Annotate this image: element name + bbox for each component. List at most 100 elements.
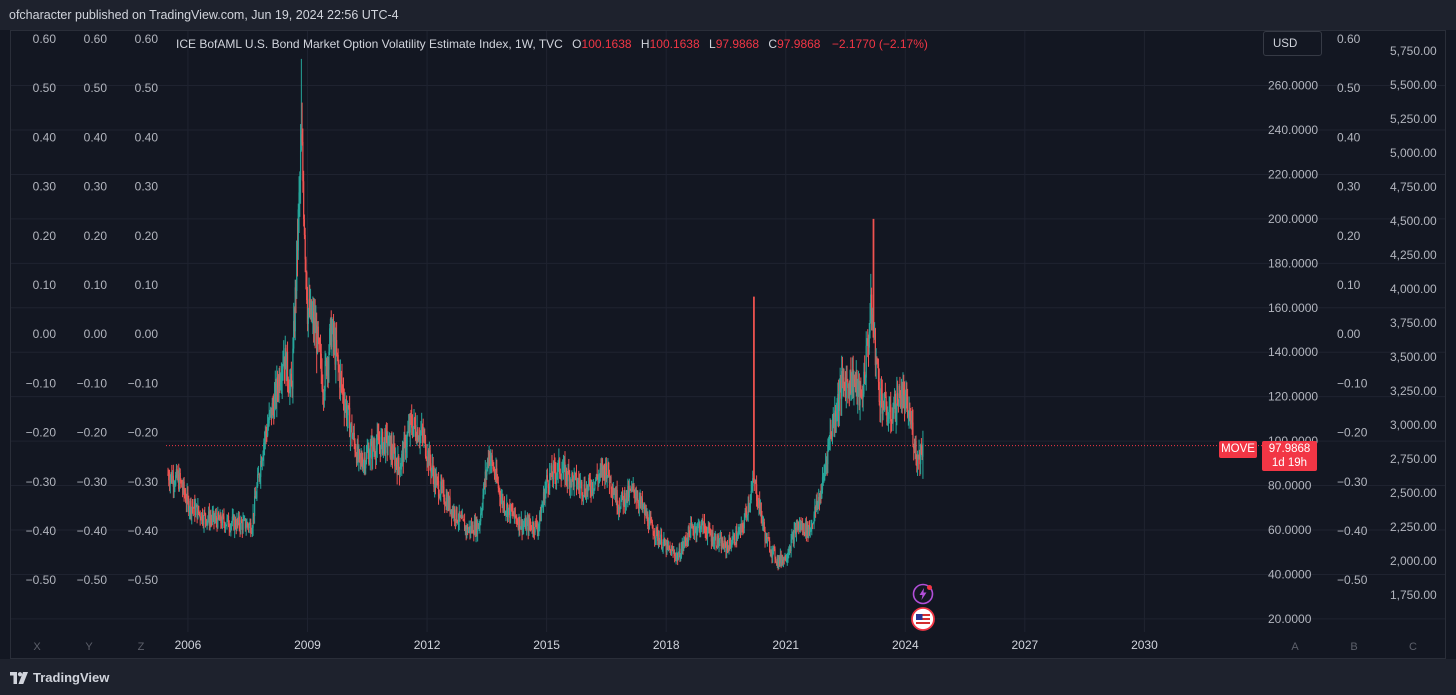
candle-body [352, 432, 355, 437]
candle-body [798, 521, 800, 529]
candle-body [686, 540, 688, 543]
candle-body [235, 526, 237, 529]
candle-body [397, 456, 399, 475]
candle-body [631, 486, 633, 491]
candle-body [175, 475, 177, 485]
candle-body [169, 477, 171, 485]
candle-body [781, 559, 783, 563]
candle-body [646, 514, 648, 518]
candle-body [687, 540, 689, 542]
tradingview-logo[interactable]: TradingView [10, 670, 109, 685]
currency-button[interactable]: USD [1263, 31, 1322, 56]
chart-frame[interactable] [10, 30, 1446, 659]
candle-body [801, 523, 804, 529]
candle-body [536, 521, 538, 528]
candle-body [199, 513, 201, 519]
candle-body [672, 549, 674, 553]
candle-body [319, 349, 322, 354]
secondary-y-tick-label-right: −0.30 [1337, 475, 1368, 489]
candle-body [867, 339, 869, 345]
candle-body [195, 504, 197, 507]
secondary-y-tick-label: 0.50 [135, 81, 159, 95]
extra-y-tick-label: 4,750.00 [1390, 180, 1437, 194]
candle-body [805, 522, 808, 536]
candle-body [719, 537, 722, 539]
secondary-y-tick-label: 0.20 [84, 229, 108, 243]
secondary-y-tick-label: 0.60 [135, 32, 159, 46]
candle-body [897, 404, 899, 407]
extra-y-tick-label: 3,750.00 [1390, 316, 1437, 330]
candles-group [167, 58, 924, 571]
candle-body [198, 512, 201, 514]
candle-body [211, 519, 213, 521]
candle-body [678, 548, 680, 556]
candle-body [167, 474, 169, 476]
candle-body [389, 435, 391, 458]
candle-body [524, 518, 526, 526]
lightning-icon[interactable] [912, 583, 934, 605]
candle-body [410, 415, 412, 417]
candle-body [405, 446, 407, 453]
candle-body [489, 452, 491, 465]
candle-body [313, 311, 315, 331]
candle-body [532, 523, 534, 531]
candle-body [241, 522, 243, 530]
candle-body [778, 556, 781, 563]
candle-body [418, 439, 420, 442]
candle-body [736, 537, 739, 541]
candle-body [288, 388, 290, 393]
candle-body [179, 473, 181, 480]
candle-body [822, 474, 824, 478]
candle-body [664, 542, 667, 545]
candle-body [181, 487, 184, 491]
legend-close-value: 97.9868 [777, 37, 821, 51]
candle-body [270, 407, 273, 419]
candle-body [358, 450, 360, 459]
candle-body [402, 448, 404, 462]
candle-body [463, 519, 465, 522]
candle-body [505, 511, 507, 513]
candle-body [670, 549, 672, 556]
candle-body [349, 427, 352, 437]
candle-body [553, 463, 555, 465]
candle-body [840, 380, 842, 399]
candle-body [613, 492, 615, 495]
candle-body [864, 377, 867, 382]
secondary-y-tick-label: −0.20 [77, 426, 108, 440]
candle-body [753, 478, 755, 484]
candle-body [486, 458, 489, 468]
candle-body [873, 324, 875, 335]
candle-body [286, 351, 288, 381]
candle-body [491, 455, 493, 462]
candle-body [316, 325, 318, 354]
candle-body [388, 435, 390, 445]
candle-body [645, 510, 647, 518]
candle-body [664, 538, 666, 545]
candle-body [738, 530, 740, 532]
candle-body [477, 523, 479, 529]
us-flag-icon[interactable] [911, 607, 935, 631]
candle-body [787, 554, 789, 559]
legend-open-value: 100.1638 [581, 37, 632, 51]
candle-body [702, 519, 704, 533]
candle-body [569, 480, 571, 488]
candle-body [688, 526, 690, 532]
candle-body [314, 317, 316, 334]
candle-body [552, 476, 554, 480]
candle-body [462, 516, 464, 520]
candle-body [296, 240, 299, 251]
candle-body [654, 535, 656, 539]
candle-body [280, 381, 282, 387]
candle-body [427, 450, 430, 466]
candle-body [460, 516, 463, 519]
candle-body [878, 381, 880, 402]
candle-body [605, 463, 607, 479]
candle-body [233, 515, 235, 530]
candle-body [255, 497, 257, 499]
candle-body [260, 460, 262, 477]
footer-bar: TradingView [0, 659, 1456, 695]
x-tick-label: 2009 [294, 638, 321, 652]
candle-body [224, 525, 227, 529]
pane-letter-right: B [1350, 641, 1357, 653]
